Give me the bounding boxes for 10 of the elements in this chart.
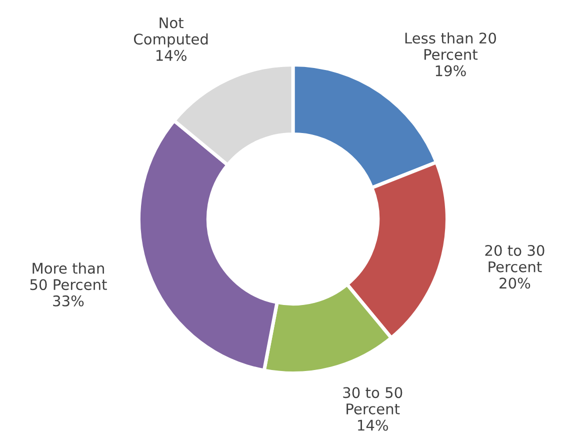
slice-label: More than 50 Percent (30, 262, 107, 290)
data-label: 20% (500, 278, 530, 289)
data-label: 14% (156, 50, 186, 61)
data-label: 19% (436, 65, 466, 76)
slice-label: Less than 20 Percent (405, 32, 496, 60)
data-label: 33% (53, 295, 84, 306)
slice-label: 20 to 30 Percent (485, 244, 544, 272)
data-label: 14% (358, 420, 388, 431)
slice-label: 30 to 50 Percent (343, 387, 402, 414)
slice-label: Not Computed (134, 17, 208, 48)
